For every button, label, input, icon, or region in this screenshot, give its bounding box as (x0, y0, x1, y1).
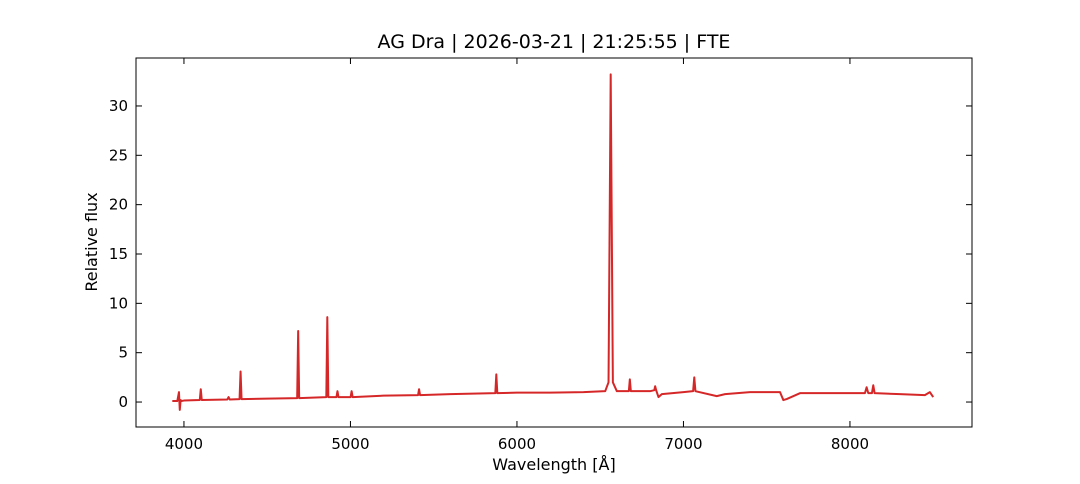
x-tick-label: 4000 (165, 435, 203, 453)
y-tick-label: 10 (109, 294, 128, 312)
y-tick-label: 0 (118, 393, 128, 411)
y-axis-label: Relative flux (82, 192, 101, 291)
x-axis-label: Wavelength [Å] (492, 455, 615, 474)
x-tick-label: 6000 (498, 435, 536, 453)
y-tick-label: 15 (109, 245, 128, 263)
chart-title: AG Dra | 2026-03-21 | 21:25:55 | FTE (378, 31, 731, 53)
x-tick-label: 7000 (664, 435, 702, 453)
x-tick-label: 5000 (331, 435, 369, 453)
y-tick-label: 5 (118, 344, 128, 362)
plot-frame (135, 57, 973, 428)
y-tick-label: 25 (109, 146, 128, 164)
y-tick-label: 30 (109, 97, 128, 115)
x-tick-label: 8000 (831, 435, 869, 453)
spectrum-line (172, 73, 935, 411)
y-tick-label: 20 (109, 196, 128, 214)
